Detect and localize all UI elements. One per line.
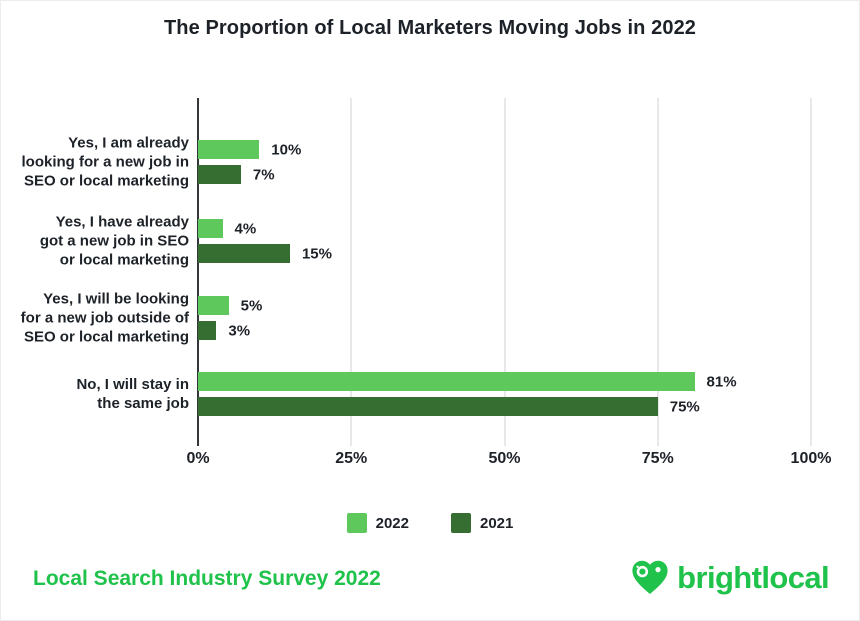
bar-2021 <box>198 397 658 416</box>
brightlocal-heart-icon <box>632 560 668 594</box>
brand-logo: brightlocal <box>630 558 830 598</box>
bar-2021 <box>198 165 241 184</box>
legend-swatch <box>346 513 367 533</box>
bar-value-label: 7% <box>252 166 275 183</box>
bar-2022 <box>198 140 260 159</box>
brand-name: brightlocal <box>677 560 829 595</box>
bar-value-label: 15% <box>301 245 332 262</box>
legend-label: 2022 <box>375 514 409 532</box>
x-tick-label: 25% <box>335 450 368 467</box>
bar-2021 <box>198 244 290 263</box>
category-labels: Yes, I am already looking for a new job i… <box>1 98 189 446</box>
bar-value-label: 4% <box>234 220 257 237</box>
gridline <box>350 98 352 446</box>
y-axis-line <box>197 98 199 446</box>
x-tick-label: 0% <box>186 450 210 467</box>
x-tick-label: 75% <box>641 450 674 467</box>
bar-2022 <box>198 372 695 391</box>
legend-swatch <box>451 513 471 533</box>
gridline <box>810 98 812 446</box>
plot-area: 0% 25% 50% 75% 100% 10% 7% 4% 15% 5% 3% 81% 75% <box>186 98 831 467</box>
bar-2022 <box>198 219 223 238</box>
bar-value-label: 75% <box>669 398 700 415</box>
category-label: Yes, I will be looking for a new job outs… <box>20 290 189 346</box>
bar-2022 <box>198 296 229 315</box>
legend-item-2021: 2021 <box>451 513 513 533</box>
category-label: Yes, I have already got a new job in SEO o… <box>39 213 189 269</box>
gridline <box>504 98 505 446</box>
chart-title: The Proportion of Local Marketers Moving… <box>163 17 697 39</box>
category-label: Yes, I am already looking for a new job i… <box>21 134 190 190</box>
bar-value-label: 5% <box>240 297 263 314</box>
bar-2021 <box>198 321 217 340</box>
x-tick-label: 100% <box>790 450 832 467</box>
gridline <box>657 98 659 446</box>
source-label: Local Search Industry Survey 2022 <box>33 567 381 590</box>
bar-value-label: 10% <box>271 141 302 158</box>
legend-item-2022: 2022 <box>346 513 409 533</box>
legend: 2022 2021 <box>1 513 859 533</box>
legend-label: 2021 <box>480 514 514 532</box>
bar-value-label: 3% <box>228 322 251 339</box>
bar-value-label: 81% <box>706 373 737 390</box>
x-tick-label: 50% <box>488 450 521 467</box>
category-label: No, I will stay in the same job <box>76 376 189 412</box>
